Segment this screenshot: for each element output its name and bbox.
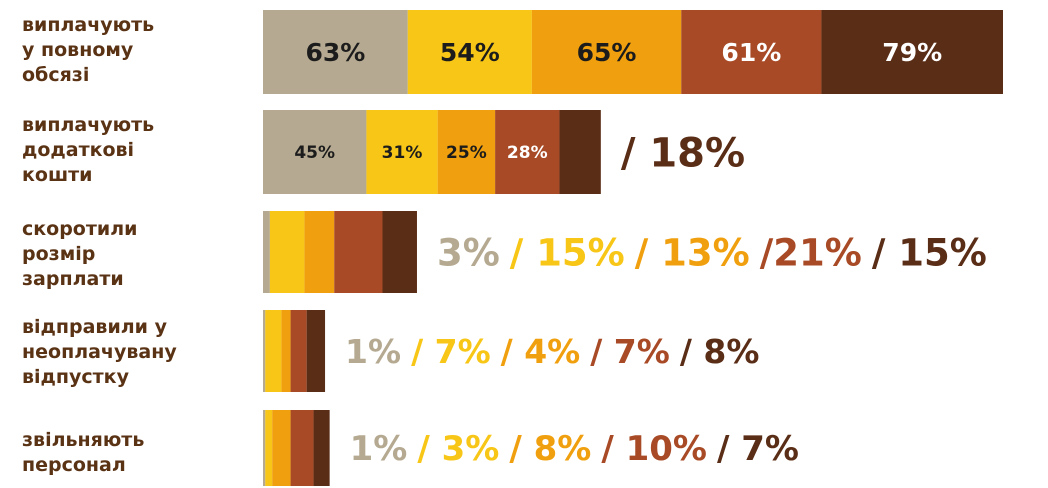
bar-segment (681, 10, 822, 94)
category-label: неоплачувану (22, 341, 177, 363)
category-label: розмір (22, 243, 95, 265)
data-label: 1% (350, 429, 408, 469)
bar-segment (265, 410, 273, 486)
bar-segment (263, 211, 270, 293)
data-label: 54% (440, 38, 500, 67)
bar-segment (531, 10, 682, 94)
category-label: кошти (22, 164, 92, 186)
bar-segment (281, 310, 291, 392)
data-label: 3% (437, 231, 500, 274)
bar-segment (306, 310, 326, 392)
data-label: / 18% (621, 130, 745, 176)
data-label: / 8% (680, 332, 760, 371)
bar-segment (263, 10, 408, 94)
data-label: / 7% (717, 429, 799, 469)
data-label: / 8% (509, 429, 591, 469)
category-label: відправили у (22, 316, 168, 338)
category-label: звільняють (22, 429, 144, 451)
bar-segment (269, 211, 305, 293)
bar-segment (821, 10, 1003, 94)
category-label: додаткові (22, 139, 134, 161)
data-label: 28% (507, 143, 548, 163)
category-label: обсязі (22, 64, 89, 86)
data-label: / 10% (601, 429, 707, 469)
bar-segment (334, 211, 383, 293)
category-label: виплачують (22, 14, 154, 36)
category-label: виплачують (22, 114, 154, 136)
data-label: 45% (294, 143, 335, 163)
data-label: / 15% (510, 231, 625, 274)
data-label: / 7% (411, 332, 491, 371)
data-label: 1% (345, 332, 401, 371)
data-label: 25% (446, 143, 487, 163)
category-label: у повному (22, 39, 134, 61)
data-label: / 15% (872, 231, 987, 274)
bar-segment (263, 310, 266, 392)
data-label: 61% (721, 38, 781, 67)
category-label: скоротили (22, 218, 137, 240)
data-label: / 7% (590, 332, 670, 371)
bar-segment (263, 110, 367, 194)
bar-segment (265, 310, 282, 392)
bar-segment (263, 410, 266, 486)
bar-segment (437, 110, 496, 194)
data-label: 31% (382, 143, 423, 163)
data-label: / 13% (635, 231, 750, 274)
bar-segment (382, 211, 417, 293)
category-label: відпустку (22, 366, 130, 388)
data-label: 65% (577, 38, 637, 67)
data-label: 79% (882, 38, 942, 67)
category-label: зарплати (22, 268, 124, 290)
data-label: / 3% (417, 429, 499, 469)
category-label: персонал (22, 454, 126, 476)
bar-segment (366, 110, 438, 194)
bar-segment (304, 211, 335, 293)
bar-segment (313, 410, 330, 486)
bar-segment (559, 110, 601, 194)
data-label: / 4% (501, 332, 581, 371)
bar-segment (290, 310, 307, 392)
data-label: 63% (305, 38, 365, 67)
bar-segment (272, 410, 291, 486)
bar-segment (407, 10, 532, 94)
data-label: /21% (760, 231, 862, 274)
bar-segment (495, 110, 560, 194)
bar-segment (290, 410, 314, 486)
